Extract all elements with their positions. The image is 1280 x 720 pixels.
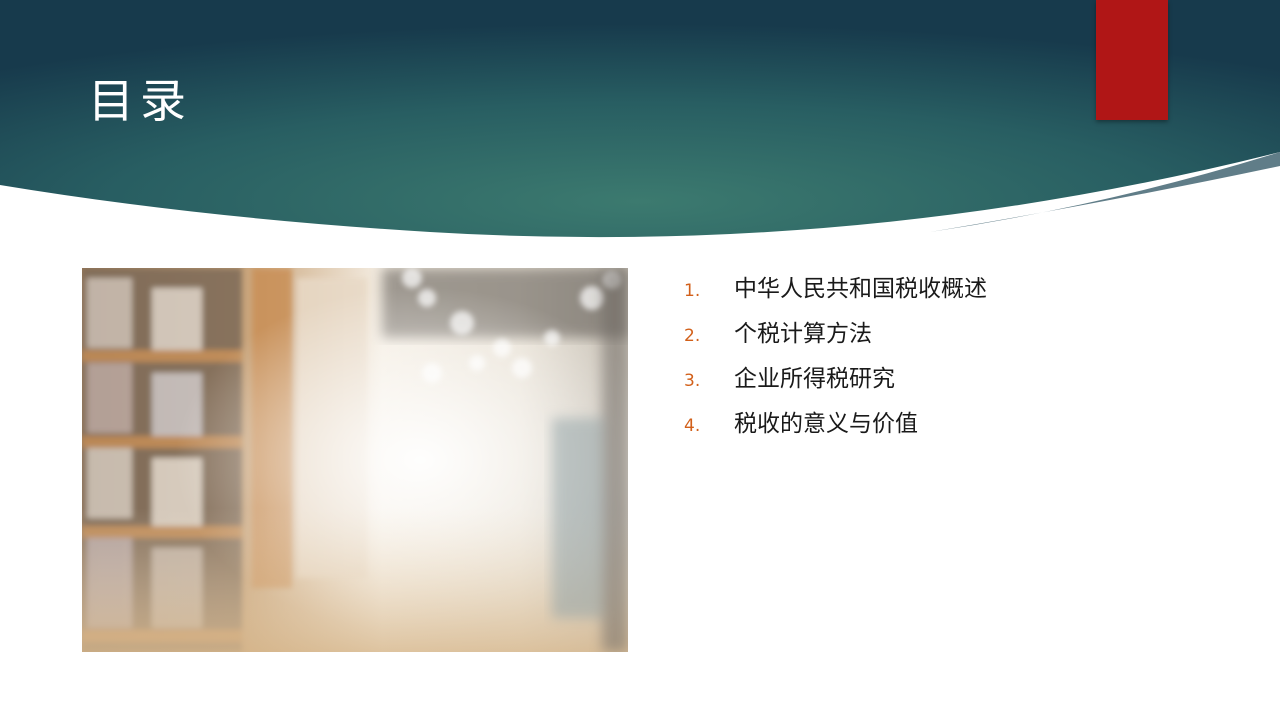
toc-label: 中华人民共和国税收概述: [734, 276, 987, 302]
table-of-contents: 1. 中华人民共和国税收概述 2. 个税计算方法 3. 企业所得税研究 4. 税…: [684, 270, 987, 450]
toc-item[interactable]: 3. 企业所得税研究: [684, 360, 987, 405]
toc-item[interactable]: 2. 个税计算方法: [684, 315, 987, 360]
toc-number: 4.: [684, 416, 701, 436]
header-banner: [0, 0, 1280, 238]
toc-number: 1.: [684, 281, 701, 301]
toc-label: 税收的意义与价值: [734, 411, 918, 437]
toc-number: 2.: [684, 326, 701, 346]
toc-label: 企业所得税研究: [734, 366, 895, 392]
library-photo: [82, 268, 628, 652]
red-accent-bar: [1096, 0, 1168, 120]
toc-number: 3.: [684, 371, 701, 391]
page-title: 目录: [88, 74, 192, 128]
toc-item[interactable]: 4. 税收的意义与价值: [684, 405, 987, 450]
toc-label: 个税计算方法: [734, 321, 872, 347]
toc-item[interactable]: 1. 中华人民共和国税收概述: [684, 270, 987, 315]
